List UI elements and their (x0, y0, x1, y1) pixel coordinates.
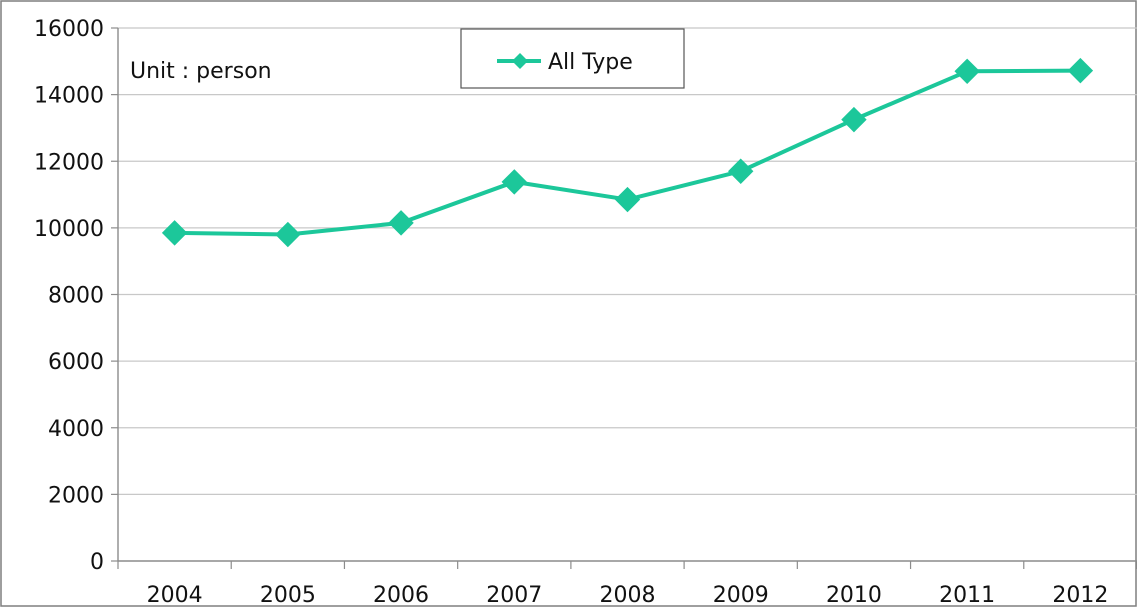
x-tick-label: 2012 (1052, 583, 1108, 607)
data-point (841, 106, 867, 133)
unit-annotation: Unit : person (130, 59, 272, 84)
x-tick-label: 2008 (600, 583, 656, 607)
x-tick-label: 2004 (147, 583, 203, 607)
y-tick-label: 4000 (48, 417, 104, 442)
data-point (728, 158, 754, 184)
data-point (501, 169, 527, 195)
y-tick-label: 10000 (34, 217, 104, 242)
y-tick-label: 8000 (48, 284, 104, 309)
x-tick-label: 2006 (373, 583, 429, 607)
y-tick-labels: 0 2000 4000 6000 8000 10000 12000 14000 16000 (34, 17, 104, 575)
y-tick-label: 14000 (34, 84, 104, 109)
x-tick-label: 2011 (939, 583, 995, 607)
data-point (275, 221, 301, 248)
data-point (614, 186, 641, 213)
series (161, 57, 1094, 248)
x-tick-labels: 2004 2005 2006 2007 2008 2009 2010 2011 2012 (147, 583, 1109, 607)
data-point (1067, 57, 1094, 84)
y-tick-label: 0 (90, 550, 104, 575)
legend-box (460, 28, 685, 89)
data-point (161, 220, 188, 246)
data-point (388, 210, 414, 236)
x-tick-label: 2007 (486, 583, 542, 607)
data-point (954, 58, 980, 85)
legend-label: All Type (548, 50, 633, 75)
y-tick-label: 16000 (34, 17, 104, 42)
x-tick-label: 2010 (826, 583, 882, 607)
y-tick-label: 6000 (48, 350, 104, 375)
legend-marker (512, 53, 528, 69)
x-tick-label: 2005 (260, 583, 316, 607)
legend: All Type (460, 28, 685, 89)
x-tick-label: 2009 (713, 583, 769, 607)
y-tick-label: 12000 (34, 150, 104, 175)
axes (111, 27, 1137, 569)
y-tick-label: 2000 (48, 483, 104, 508)
